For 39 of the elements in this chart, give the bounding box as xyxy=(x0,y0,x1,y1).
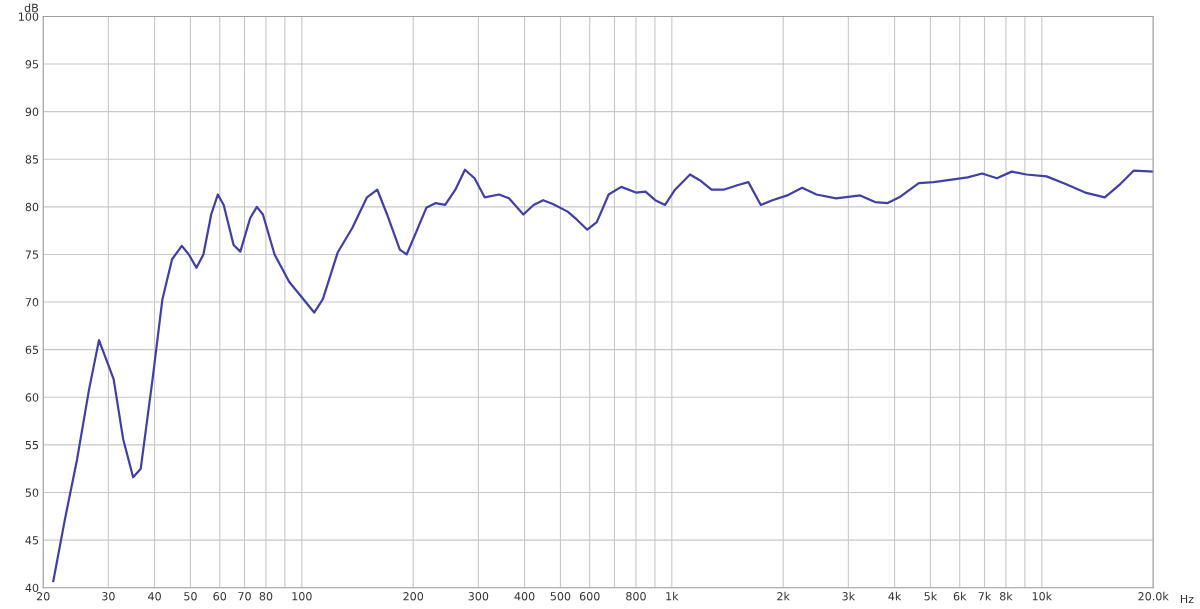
x-tick-label: 20 xyxy=(36,592,50,601)
x-tick-label: 8k xyxy=(999,591,1013,601)
x-tick-label: 70 xyxy=(238,592,251,601)
x-tick-label: 300 xyxy=(468,592,489,601)
x-tick-label: 6k xyxy=(953,591,967,601)
y-tick-label: 65 xyxy=(25,345,39,355)
x-tick-label: 2k xyxy=(777,591,790,601)
x-tick-label: 30 xyxy=(102,592,115,601)
x-axis-title: Hz xyxy=(1180,594,1194,603)
x-tick-label: 10k xyxy=(1032,591,1053,601)
x-tick-label: 600 xyxy=(579,592,600,601)
y-tick-label: 60 xyxy=(25,393,39,402)
y-tick-label: 95 xyxy=(25,60,39,69)
x-tick-label: 800 xyxy=(626,592,646,601)
x-tick-label: 1k xyxy=(666,591,679,601)
y-tick-label: 70 xyxy=(25,298,39,307)
y-tick-label: 80 xyxy=(25,202,39,212)
x-tick-label: 5k xyxy=(924,591,938,601)
y-axis-title: dB xyxy=(24,3,38,13)
y-tick-label: 55 xyxy=(25,441,39,450)
y-tick-label: 50 xyxy=(25,488,39,497)
x-tick-label: 500 xyxy=(550,592,571,601)
x-tick-label: 7k xyxy=(978,591,992,601)
x-tick-label: 3k xyxy=(842,591,856,601)
y-tick-label: 90 xyxy=(25,107,39,117)
x-tick-label: 60 xyxy=(213,592,227,601)
y-tick-label: 85 xyxy=(25,155,39,164)
x-tick-label: 100 xyxy=(292,592,312,601)
x-tick-label: 50 xyxy=(184,592,197,601)
y-tick-label: 75 xyxy=(25,250,39,259)
y-tick-label: 40 xyxy=(25,583,39,593)
x-tick-label: 4k xyxy=(888,591,902,601)
y-tick-label: 45 xyxy=(25,536,39,545)
y-tick-label: 100 xyxy=(19,12,39,21)
x-tick-label: 40 xyxy=(148,592,161,601)
x-tick-label: 400 xyxy=(514,592,535,601)
x-tick-label: 200 xyxy=(403,592,424,601)
x-tick-label: 20.0k xyxy=(1138,591,1169,601)
x-tick-label: 80 xyxy=(259,592,273,601)
